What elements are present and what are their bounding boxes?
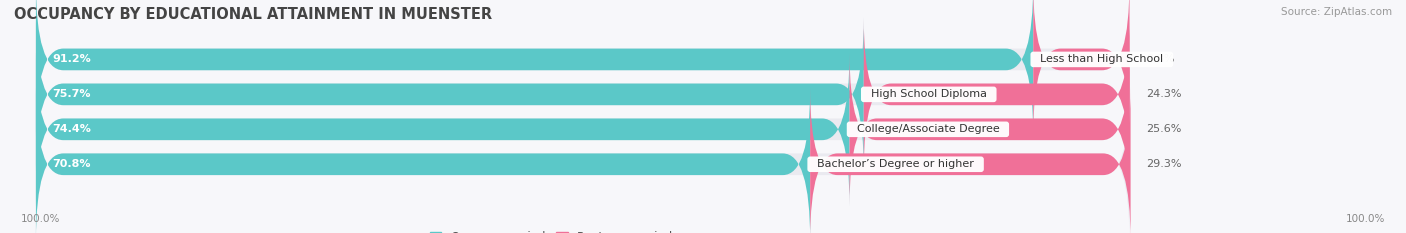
Text: 100.0%: 100.0% xyxy=(1346,214,1385,224)
FancyBboxPatch shape xyxy=(37,53,849,206)
FancyBboxPatch shape xyxy=(37,88,810,233)
FancyBboxPatch shape xyxy=(37,0,1129,136)
Text: 29.3%: 29.3% xyxy=(1146,159,1181,169)
Text: 74.4%: 74.4% xyxy=(52,124,91,134)
FancyBboxPatch shape xyxy=(863,18,1129,171)
Text: Source: ZipAtlas.com: Source: ZipAtlas.com xyxy=(1281,7,1392,17)
FancyBboxPatch shape xyxy=(37,18,1129,171)
FancyBboxPatch shape xyxy=(37,0,1033,136)
FancyBboxPatch shape xyxy=(810,88,1130,233)
FancyBboxPatch shape xyxy=(37,88,1129,233)
Text: Less than High School: Less than High School xyxy=(1033,55,1170,64)
Text: OCCUPANCY BY EDUCATIONAL ATTAINMENT IN MUENSTER: OCCUPANCY BY EDUCATIONAL ATTAINMENT IN M… xyxy=(14,7,492,22)
FancyBboxPatch shape xyxy=(37,18,863,171)
Text: 8.8%: 8.8% xyxy=(1146,55,1174,64)
FancyBboxPatch shape xyxy=(1033,0,1129,136)
Text: Bachelor’s Degree or higher: Bachelor’s Degree or higher xyxy=(810,159,981,169)
Text: College/Associate Degree: College/Associate Degree xyxy=(849,124,1007,134)
Legend: Owner-occupied, Renter-occupied: Owner-occupied, Renter-occupied xyxy=(425,226,678,233)
FancyBboxPatch shape xyxy=(37,53,1129,206)
Text: 100.0%: 100.0% xyxy=(21,214,60,224)
Text: 24.3%: 24.3% xyxy=(1146,89,1181,99)
Text: 91.2%: 91.2% xyxy=(52,55,91,64)
Text: 75.7%: 75.7% xyxy=(52,89,91,99)
Text: 70.8%: 70.8% xyxy=(52,159,91,169)
Text: 25.6%: 25.6% xyxy=(1146,124,1181,134)
Text: High School Diploma: High School Diploma xyxy=(863,89,994,99)
FancyBboxPatch shape xyxy=(849,53,1129,206)
